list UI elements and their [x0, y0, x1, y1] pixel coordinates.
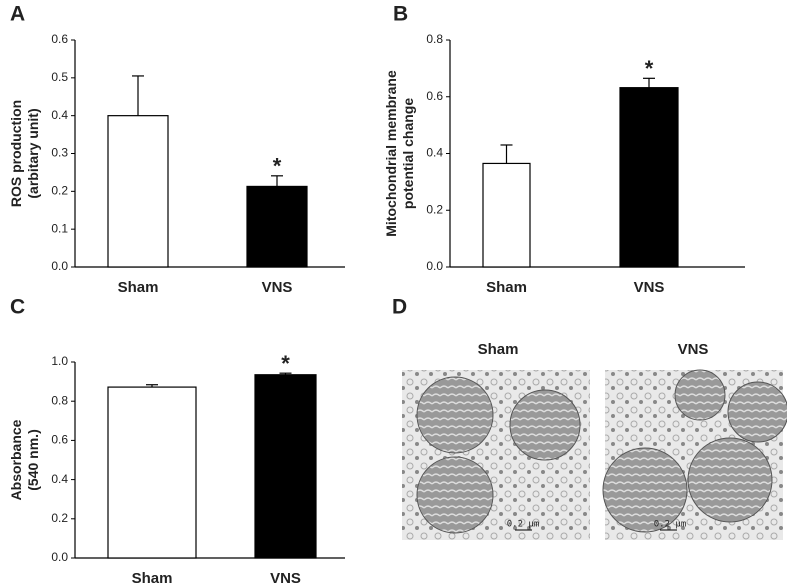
- bar: [107, 386, 197, 559]
- mitochondrion: [602, 447, 688, 533]
- x-tick-label: VNS: [634, 279, 665, 296]
- y-axis-label: Mitochondrial membranepotential change: [383, 70, 416, 237]
- scale-label: 0.2 μm: [507, 520, 540, 530]
- y-tick-label: 0.2: [51, 184, 68, 198]
- panel-label: C: [10, 296, 25, 319]
- significance-mark: *: [645, 56, 654, 81]
- panel-label: A: [10, 3, 25, 26]
- y-tick-label: 0.8: [426, 32, 443, 46]
- significance-mark: *: [273, 154, 282, 179]
- y-axis-label: ROS production(arbitary unit): [8, 100, 41, 207]
- x-tick-label: VNS: [262, 279, 293, 296]
- mitochondrion: [416, 456, 494, 534]
- bar: [619, 87, 679, 268]
- y-tick-label: 0.5: [51, 70, 68, 84]
- y-tick-label: 0.6: [426, 89, 443, 103]
- chart-panel: A ROS production(arbitary unit) 0.0 0.1 0.2 0…: [8, 3, 345, 296]
- panel-label: B: [393, 3, 408, 26]
- y-tick-label: 0.1: [51, 221, 68, 235]
- chart-panel: C Absorbance(540 nm.) 0.0 0.2 0.4 0.6 0.8 1.0 Sh…: [8, 296, 345, 587]
- y-tick-label: 0.6: [51, 32, 68, 46]
- y-tick-label: 0.3: [51, 146, 68, 160]
- y-axis-label: Absorbance(540 nm.): [8, 419, 41, 500]
- x-tick-label: Sham: [486, 279, 527, 296]
- bar: [246, 185, 308, 268]
- significance-mark: *: [281, 351, 290, 376]
- bar: [482, 162, 531, 268]
- y-tick-label: 0.4: [426, 146, 443, 160]
- scale-label: 0.2 μm: [654, 520, 687, 530]
- mitochondrion: [509, 389, 581, 461]
- y-tick-label: 0.8: [51, 393, 68, 407]
- y-tick-label: 0.0: [51, 259, 68, 273]
- y-tick-label: 0.0: [51, 550, 68, 564]
- y-tick-label: 0.2: [51, 511, 68, 525]
- chart-panel: B Mitochondrial membranepotential change 0…: [383, 3, 745, 296]
- image-title: Sham: [478, 341, 519, 358]
- mitochondrion: [727, 381, 787, 443]
- y-tick-label: 0.4: [51, 472, 68, 486]
- x-tick-label: Sham: [132, 570, 173, 587]
- y-tick-label: 0.2: [426, 202, 443, 216]
- image-title: VNS: [678, 341, 709, 358]
- image-panel: D Sham VNS 0.2 μm 0.2 μm: [392, 296, 787, 540]
- mitochondrion: [416, 376, 494, 454]
- y-tick-label: 0.4: [51, 108, 68, 122]
- y-tick-label: 0.6: [51, 433, 68, 447]
- mitochondrion: [674, 369, 726, 421]
- panel-label: D: [392, 296, 407, 319]
- x-tick-label: VNS: [270, 570, 301, 587]
- mitochondrion: [687, 437, 773, 523]
- y-tick-label: 0.0: [426, 259, 443, 273]
- bar: [107, 115, 169, 268]
- x-tick-label: Sham: [118, 279, 159, 296]
- y-tick-label: 1.0: [51, 354, 68, 368]
- bar: [254, 374, 317, 559]
